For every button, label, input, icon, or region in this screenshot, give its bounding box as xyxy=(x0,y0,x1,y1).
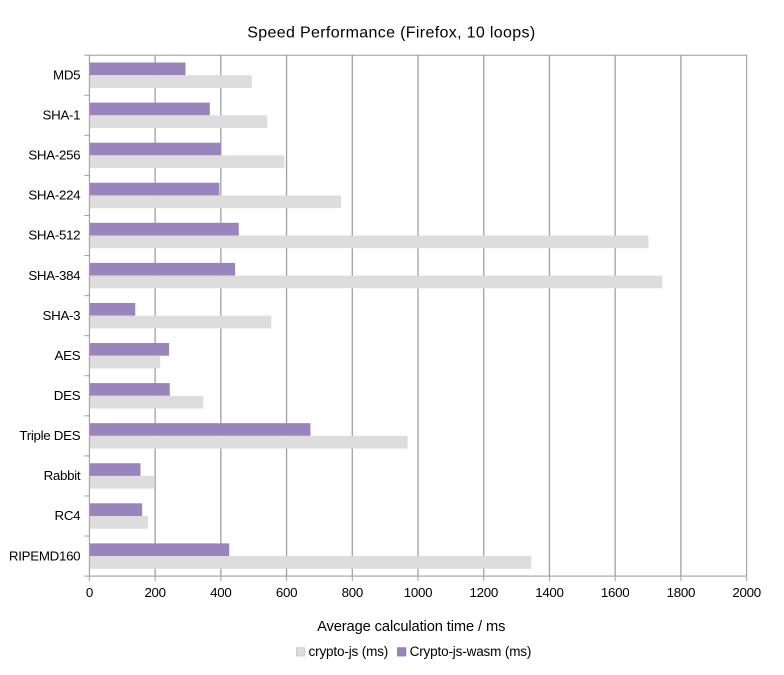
svg-text:SHA-256: SHA-256 xyxy=(28,148,80,163)
svg-text:SHA-1: SHA-1 xyxy=(43,108,81,123)
svg-text:400: 400 xyxy=(210,585,231,600)
svg-text:1000: 1000 xyxy=(404,585,432,600)
svg-text:RC4: RC4 xyxy=(55,508,82,523)
svg-text:Triple DES: Triple DES xyxy=(19,428,80,443)
svg-text:Crypto-js-wasm (ms): Crypto-js-wasm (ms) xyxy=(410,644,532,659)
svg-text:Average calculation time / ms: Average calculation time / ms xyxy=(317,619,505,635)
svg-text:AES: AES xyxy=(55,348,81,363)
svg-text:SHA-224: SHA-224 xyxy=(28,188,81,203)
svg-text:Speed Performance (Firefox, 10: Speed Performance (Firefox, 10 loops) xyxy=(247,24,535,41)
svg-text:1200: 1200 xyxy=(469,585,497,600)
svg-text:MD5: MD5 xyxy=(53,67,80,82)
svg-text:800: 800 xyxy=(342,585,363,600)
svg-text:SHA-3: SHA-3 xyxy=(43,308,81,323)
svg-text:crypto-js (ms): crypto-js (ms) xyxy=(309,644,389,659)
svg-text:Rabbit: Rabbit xyxy=(44,468,81,483)
svg-text:SHA-512: SHA-512 xyxy=(28,228,80,243)
svg-text:SHA-384: SHA-384 xyxy=(28,268,81,283)
svg-text:600: 600 xyxy=(276,585,297,600)
svg-text:1400: 1400 xyxy=(535,585,563,600)
svg-text:0: 0 xyxy=(86,585,93,600)
svg-text:1600: 1600 xyxy=(601,585,629,600)
svg-text:200: 200 xyxy=(144,585,165,600)
svg-text:DES: DES xyxy=(54,388,81,403)
svg-text:RIPEMD160: RIPEMD160 xyxy=(9,548,80,563)
svg-text:1800: 1800 xyxy=(667,585,695,600)
svg-text:2000: 2000 xyxy=(732,585,760,600)
